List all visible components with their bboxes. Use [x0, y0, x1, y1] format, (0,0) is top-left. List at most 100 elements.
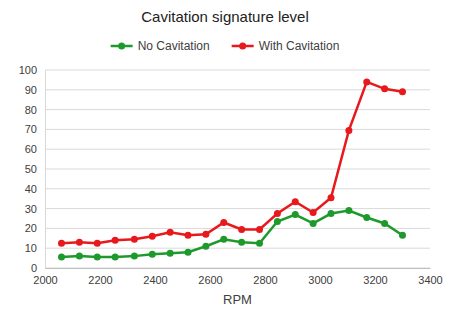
- x-tick-label: 2200: [88, 274, 112, 286]
- grid-line: [45, 129, 430, 130]
- series-marker: [399, 88, 406, 95]
- legend-label: With Cavitation: [259, 39, 340, 53]
- y-tick-label: 70: [25, 123, 37, 135]
- y-tick: 20: [25, 222, 45, 234]
- y-tick: 10: [25, 242, 45, 254]
- series-marker: [292, 198, 299, 205]
- x-tick-label: 3200: [363, 274, 387, 286]
- legend-item: With Cavitation: [232, 39, 340, 53]
- series-marker: [274, 210, 281, 217]
- legend-marker: [118, 43, 125, 50]
- grid-line: [45, 149, 430, 150]
- series-marker: [238, 239, 245, 246]
- y-tick: 100: [19, 64, 45, 76]
- series-marker: [292, 211, 299, 218]
- series-marker: [149, 233, 156, 240]
- series-marker: [238, 226, 245, 233]
- x-axis-line: [46, 268, 431, 269]
- x-tick: 3400: [418, 268, 442, 286]
- x-tick: 3200: [363, 268, 387, 286]
- series-marker: [310, 220, 317, 227]
- x-tick-label: 3400: [418, 274, 442, 286]
- y-tick-label: 30: [25, 203, 37, 215]
- grid: [45, 70, 430, 268]
- series-marker: [167, 229, 174, 236]
- series-marker: [76, 253, 83, 260]
- y-tick-label: 0: [31, 262, 37, 274]
- grid-line: [45, 109, 430, 110]
- y-tick: 90: [25, 84, 45, 96]
- series-marker: [76, 239, 83, 246]
- series-group: [58, 78, 406, 260]
- y-tick: 30: [25, 203, 45, 215]
- series-marker: [202, 231, 209, 238]
- x-axis: 2000 2200 2400 2600 2800 3000 3200 3400: [33, 268, 442, 286]
- y-tick: 50: [25, 163, 45, 175]
- y-tick: 0: [31, 262, 45, 274]
- chart: Cavitation signature level 0 10 20 30 40 50 60 7…: [0, 0, 450, 312]
- x-axis-title: RPM: [223, 292, 252, 307]
- series-marker: [310, 209, 317, 216]
- series-marker: [328, 210, 335, 217]
- grid-line: [45, 70, 430, 71]
- y-tick-label: 50: [25, 163, 37, 175]
- x-tick-label: 2000: [33, 274, 57, 286]
- grid-line: [45, 188, 430, 189]
- y-axis: 0 10 20 30 40 50 60 70 80 90 100: [19, 64, 46, 274]
- legend-marker: [239, 43, 246, 50]
- series-marker: [256, 240, 263, 247]
- legend: No Cavitation With Cavitation: [111, 39, 340, 53]
- series-marker: [363, 214, 370, 221]
- series-marker: [381, 85, 388, 92]
- series-marker: [167, 250, 174, 257]
- series-marker: [94, 254, 101, 261]
- series-marker: [131, 236, 138, 243]
- series-marker: [94, 240, 101, 247]
- grid-line: [45, 248, 430, 249]
- grid-line: [45, 169, 430, 170]
- y-tick-label: 60: [25, 143, 37, 155]
- y-axis-line: [45, 71, 46, 269]
- series-marker: [220, 219, 227, 226]
- series-marker: [399, 232, 406, 239]
- x-tick: 2200: [88, 268, 112, 286]
- grid-line: [45, 89, 430, 90]
- y-tick-label: 90: [25, 84, 37, 96]
- x-tick: 2600: [198, 268, 222, 286]
- series-marker: [112, 254, 119, 261]
- series-marker: [185, 232, 192, 239]
- y-tick-label: 10: [25, 242, 37, 254]
- series-marker: [345, 207, 352, 214]
- y-tick: 60: [25, 143, 45, 155]
- series-marker: [345, 127, 352, 134]
- y-tick-label: 20: [25, 222, 37, 234]
- y-tick-label: 100: [19, 64, 37, 76]
- plot-area: 0 10 20 30 40 50 60 70 80 90 100 2000 2200 2400 2600 28…: [19, 64, 443, 286]
- x-tick-label: 2800: [253, 274, 277, 286]
- series-marker: [149, 251, 156, 258]
- y-tick: 40: [25, 183, 45, 195]
- series-marker: [58, 254, 65, 261]
- grid-line: [45, 208, 430, 209]
- y-tick-label: 40: [25, 183, 37, 195]
- legend-item: No Cavitation: [111, 39, 210, 53]
- series-marker: [256, 226, 263, 233]
- series-line: [62, 82, 403, 243]
- x-tick: 2800: [253, 268, 277, 286]
- x-tick-label: 2400: [143, 274, 167, 286]
- y-tick: 80: [25, 104, 45, 116]
- x-tick: 2400: [143, 268, 167, 286]
- grid-line: [45, 268, 430, 269]
- series-marker: [328, 194, 335, 201]
- x-tick: 2000: [33, 268, 57, 286]
- x-tick-label: 2600: [198, 274, 222, 286]
- legend-label: No Cavitation: [138, 39, 210, 53]
- y-tick: 70: [25, 123, 45, 135]
- series-marker: [381, 220, 388, 227]
- series-marker: [185, 249, 192, 256]
- x-tick: 3000: [308, 268, 332, 286]
- series-marker: [131, 253, 138, 260]
- series-marker: [58, 240, 65, 247]
- background: [0, 0, 450, 312]
- title: Cavitation signature level: [141, 8, 309, 25]
